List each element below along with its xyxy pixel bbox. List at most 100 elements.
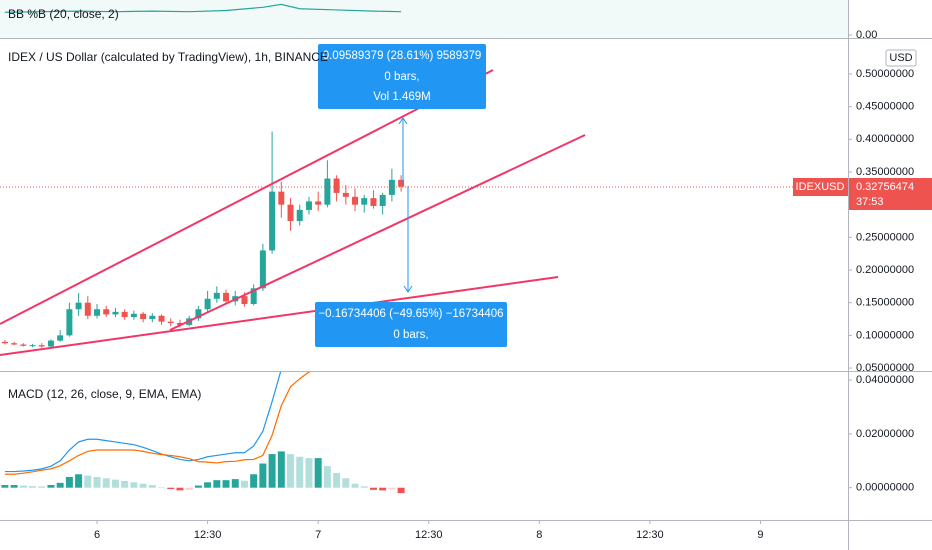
histogram-bar xyxy=(29,486,37,488)
candle-body xyxy=(103,309,110,315)
symbol-tag xyxy=(793,178,848,196)
candle-body xyxy=(204,298,211,310)
currency-box[interactable] xyxy=(885,49,917,67)
measure-box xyxy=(315,302,507,347)
histogram-bar xyxy=(231,479,239,488)
trend-line[interactable] xyxy=(0,69,494,325)
x-tick-label: 9 xyxy=(757,529,763,541)
histogram-bar xyxy=(111,479,119,488)
bb-line xyxy=(4,3,402,13)
candle-body xyxy=(38,345,45,347)
histogram-bar xyxy=(84,475,92,488)
measure-text: −0.16734406 (−49.65%) −16734406 xyxy=(318,308,503,320)
histogram-bar xyxy=(10,485,18,488)
histogram-bar xyxy=(148,485,156,488)
candle-body xyxy=(75,302,82,310)
measure-box xyxy=(318,44,486,109)
candle-body xyxy=(315,201,322,205)
y-tick-label: 0.05000000 xyxy=(856,362,914,374)
candle-body xyxy=(213,292,220,299)
candle-body xyxy=(66,309,73,336)
histogram-bar xyxy=(65,476,73,488)
bb-title: BB %B (20, close, 2) xyxy=(8,7,119,21)
histogram-bar xyxy=(102,478,110,488)
candle-body xyxy=(287,204,294,222)
measure-arrows xyxy=(398,117,413,293)
y-tick-label: 0.25000000 xyxy=(856,231,914,243)
candle-body xyxy=(195,309,202,319)
histogram-bar xyxy=(296,456,304,488)
y-tick-label: 0.20000000 xyxy=(856,264,914,276)
chart-title: IDEX / US Dollar (calculated by TradingV… xyxy=(8,50,328,64)
candle-body xyxy=(20,344,27,346)
x-tick-label: 6 xyxy=(94,529,100,541)
histogram-bar xyxy=(305,458,313,488)
y-tick-label: 0.04000000 xyxy=(856,374,914,386)
histogram-bar xyxy=(250,474,258,488)
candle-body xyxy=(176,322,183,325)
histogram-bar xyxy=(259,463,267,488)
y-tick-label: 0.35000000 xyxy=(856,166,914,178)
trend-line[interactable] xyxy=(0,276,559,356)
histogram-bar xyxy=(351,483,359,488)
histogram-bar xyxy=(19,485,27,488)
histogram-bar xyxy=(93,476,101,488)
symbol-tag-text: IDEXUSD xyxy=(796,181,845,193)
histogram-bar xyxy=(213,480,221,488)
candle-body xyxy=(324,178,331,205)
x-tick-label: 7 xyxy=(315,529,321,541)
candle-body xyxy=(223,292,230,302)
histogram-bar xyxy=(176,487,184,491)
measure-text: 0.09589379 (28.61%) 9589379 xyxy=(323,50,482,62)
trend-line[interactable] xyxy=(169,134,586,331)
histogram-bar xyxy=(222,480,230,488)
candle-body xyxy=(167,321,174,323)
histogram-bar xyxy=(323,466,331,488)
y-tick-label: 0.45000000 xyxy=(856,101,914,113)
histogram-bar xyxy=(38,486,46,488)
candle-body xyxy=(130,313,137,318)
candle-body xyxy=(29,345,36,347)
histogram-bar xyxy=(287,454,295,488)
histogram-bar xyxy=(130,482,138,488)
histogram-bar xyxy=(167,487,175,490)
histogram-bar xyxy=(158,487,166,488)
candle-body xyxy=(278,191,285,205)
price-tag-text: 0.32756474 xyxy=(856,181,914,193)
candle-body xyxy=(259,250,266,289)
histogram-bar xyxy=(314,458,322,488)
price-tag xyxy=(849,178,932,210)
x-tick-label: 12:30 xyxy=(636,529,664,541)
candle-body xyxy=(333,178,340,193)
histogram-bar xyxy=(277,451,285,488)
histogram-bar xyxy=(204,482,212,488)
candle-body xyxy=(84,302,91,316)
candle-body xyxy=(269,191,276,251)
candle-body xyxy=(121,311,128,318)
candle-body xyxy=(361,198,368,205)
histogram-bar xyxy=(342,478,350,488)
measure-text: 0 bars, xyxy=(393,329,428,341)
y-tick-label: 0.02000000 xyxy=(856,428,914,440)
histogram-bar xyxy=(121,480,129,488)
histogram-bar xyxy=(333,472,341,488)
candle-body xyxy=(57,335,64,341)
candle-body xyxy=(149,315,156,320)
currency: USD xyxy=(889,52,912,64)
measure-text: 0 bars, xyxy=(384,71,419,83)
histogram-bar xyxy=(194,485,202,488)
candle-body xyxy=(296,209,303,222)
candle-body xyxy=(305,201,312,210)
candle-body xyxy=(352,196,359,205)
histogram-bar xyxy=(47,485,55,488)
histogram-bar xyxy=(139,483,147,488)
histogram-bar xyxy=(379,487,387,491)
y-tick-label: 0.00000000 xyxy=(856,482,914,494)
macd-line xyxy=(4,372,282,473)
y-tick-label: 0.10000000 xyxy=(856,329,914,341)
bb-band xyxy=(0,0,848,38)
candle-body xyxy=(140,313,147,320)
y-tick-label: 0.40000000 xyxy=(856,133,914,145)
y-tick-label: 0.00 xyxy=(856,29,877,41)
